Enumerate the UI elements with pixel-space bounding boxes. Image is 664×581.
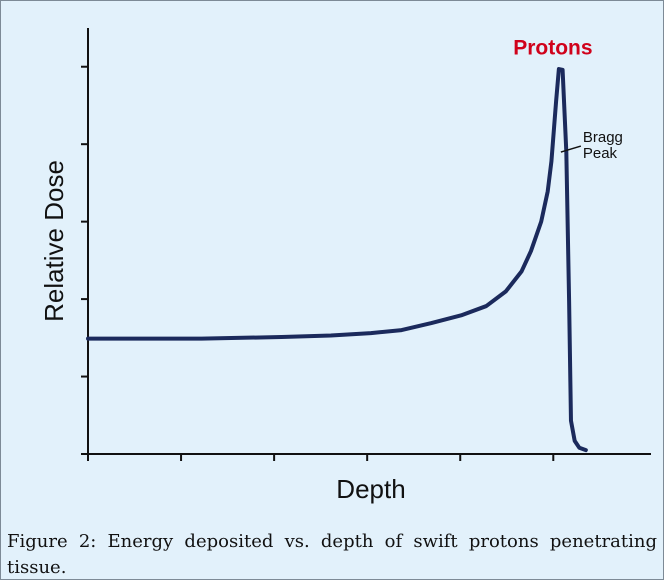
annotation: Bragg [583, 129, 623, 146]
annotation: Peak [583, 145, 618, 162]
line-series [86, 67, 588, 453]
annotation-leader [560, 145, 582, 153]
series-label: Protons [513, 37, 592, 60]
y-axis-label: Relative Dose [39, 160, 69, 322]
x-axis-label: Depth [336, 474, 405, 504]
caption: Figure 2: Energy deposited vs. depth of … [7, 531, 657, 578]
